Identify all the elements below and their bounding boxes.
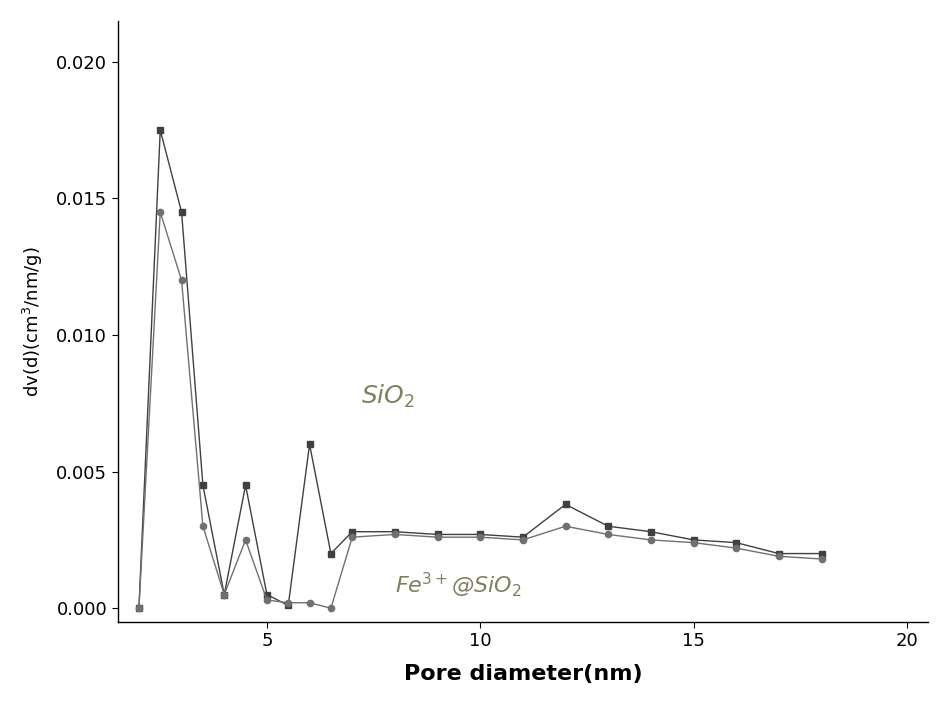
Text: SiO$_2$: SiO$_2$ xyxy=(361,382,415,410)
Y-axis label: dv(d)(cm$^3$/nm/g): dv(d)(cm$^3$/nm/g) xyxy=(21,246,45,397)
X-axis label: Pore diameter(nm): Pore diameter(nm) xyxy=(403,664,642,684)
Text: Fe$^{3+}$@SiO$_2$: Fe$^{3+}$@SiO$_2$ xyxy=(395,571,522,600)
